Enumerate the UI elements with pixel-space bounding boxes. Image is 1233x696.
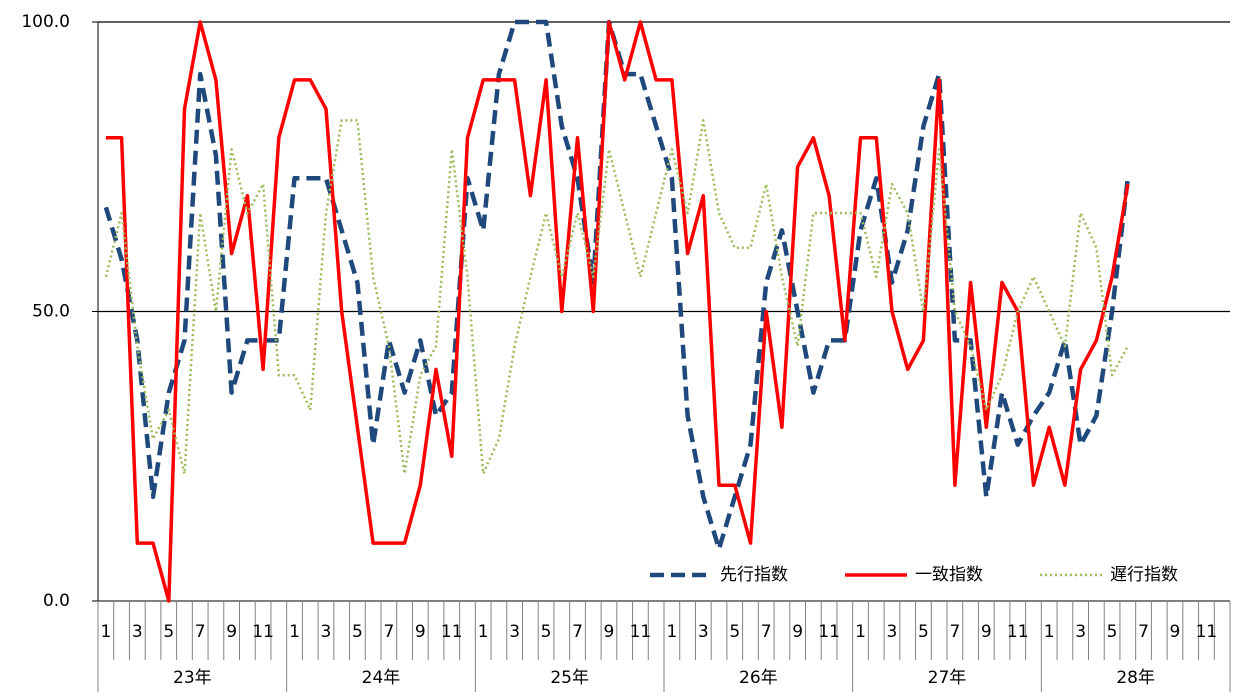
x-tick-label: 11 [1196, 622, 1218, 642]
series-line [104, 119, 1129, 475]
year-label: 25年 [550, 668, 589, 688]
x-tick-label: 1 [855, 622, 866, 642]
year-label: 24年 [362, 668, 401, 688]
x-tick-label: 5 [729, 622, 740, 642]
y-tick-label: 0.0 [43, 591, 70, 611]
x-tick-label: 9 [1170, 622, 1181, 642]
x-tick-label: 7 [195, 622, 206, 642]
x-tick-label: 11 [630, 622, 652, 642]
x-tick-label: 7 [761, 622, 772, 642]
x-tick-label: 1 [1044, 622, 1055, 642]
x-tick-label: 5 [163, 622, 174, 642]
series-line [103, 19, 1131, 552]
y-tick-label: 100.0 [21, 12, 70, 32]
legend-label: 遅行指数 [1110, 565, 1178, 585]
x-tick-label: 5 [918, 622, 929, 642]
year-label: 26年 [739, 668, 778, 688]
x-tick-label: 7 [949, 622, 960, 642]
x-tick-label: 5 [352, 622, 363, 642]
x-tick-label: 1 [289, 622, 300, 642]
x-tick-label: 9 [792, 622, 803, 642]
legend-label: 先行指数 [720, 565, 788, 585]
x-tick-label: 3 [321, 622, 332, 642]
year-label: 23年 [173, 668, 212, 688]
x-tick-label: 11 [818, 622, 840, 642]
y-tick-label: 50.0 [32, 302, 70, 322]
x-tick-label: 3 [698, 622, 709, 642]
x-tick-label: 1 [478, 622, 489, 642]
year-label: 28年 [1116, 668, 1155, 688]
series-line [105, 20, 1130, 603]
x-tick-label: 3 [1075, 622, 1086, 642]
x-tick-label: 11 [441, 622, 463, 642]
x-tick-label: 3 [509, 622, 520, 642]
legend-label: 一致指数 [915, 565, 983, 585]
x-tick-label: 7 [572, 622, 583, 642]
x-tick-label: 9 [604, 622, 615, 642]
year-label: 27年 [928, 668, 967, 688]
x-tick-label: 5 [541, 622, 552, 642]
x-tick-label: 1 [100, 622, 111, 642]
x-tick-label: 7 [383, 622, 394, 642]
x-tick-label: 5 [1107, 622, 1118, 642]
x-tick-label: 9 [415, 622, 426, 642]
x-tick-label: 11 [252, 622, 274, 642]
x-tick-label: 3 [887, 622, 898, 642]
x-tick-label: 1 [666, 622, 677, 642]
x-tick-label: 7 [1138, 622, 1149, 642]
x-tick-label: 9 [981, 622, 992, 642]
x-tick-label: 9 [226, 622, 237, 642]
x-tick-label: 11 [1007, 622, 1029, 642]
x-tick-label: 3 [132, 622, 143, 642]
